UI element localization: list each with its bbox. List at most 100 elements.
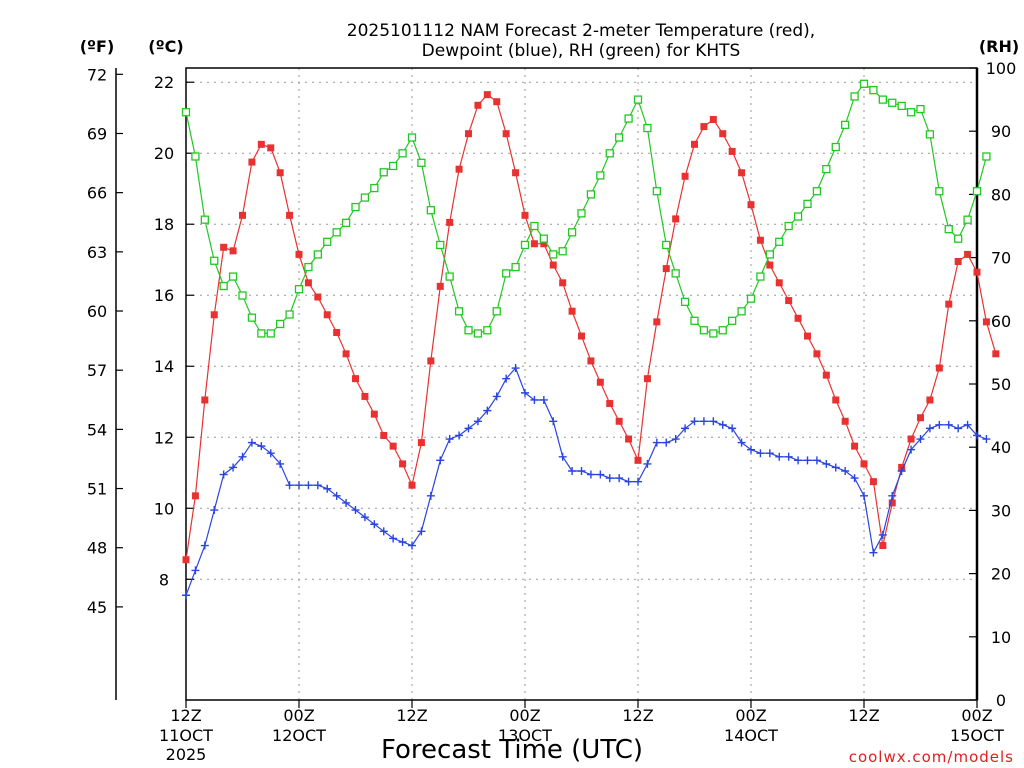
temperature-point — [888, 499, 896, 507]
rh-point — [285, 310, 294, 319]
rh-point — [699, 326, 709, 335]
temperature-point — [559, 279, 567, 287]
rh-unit-label: (RH) — [979, 37, 1019, 56]
x-tick-label: 12Z — [848, 706, 879, 725]
rh-tick-label: 100 — [986, 59, 1017, 78]
temperature-point — [945, 300, 953, 308]
temperature-point — [700, 123, 708, 131]
rh-point — [605, 149, 614, 158]
rh-point — [624, 114, 633, 123]
rh-point — [982, 152, 991, 161]
dewpoint-point — [671, 435, 680, 444]
dewpoint-point — [850, 474, 859, 483]
rh-point — [812, 187, 822, 196]
plot-frame — [185, 67, 978, 701]
rh-point — [737, 307, 746, 316]
temperature-point — [257, 140, 265, 148]
fahrenheit-tick-label: 54 — [87, 420, 107, 439]
dewpoint-point — [860, 491, 868, 500]
x-tick-year-label: 2025 — [166, 745, 207, 764]
dewpoint-point — [351, 506, 360, 515]
rh-point — [238, 291, 247, 300]
rh-tick-label: 10 — [991, 628, 1011, 647]
temperature-point — [427, 357, 435, 365]
rh-point — [784, 221, 793, 231]
rh-point — [841, 120, 850, 130]
rh-point — [210, 256, 219, 265]
rh-tick-label: 50 — [991, 375, 1011, 394]
dewpoint-point — [521, 388, 529, 397]
credit-label: coolwx.com/models — [849, 748, 1014, 766]
rh-point — [775, 237, 784, 246]
fahrenheit-tick-label: 69 — [87, 124, 107, 143]
dewpoint-point — [257, 442, 266, 451]
temperature-point — [587, 357, 595, 365]
dewpoint-point — [756, 449, 765, 458]
rh-point — [963, 215, 972, 224]
dewpoint-point — [709, 417, 718, 426]
dewpoint-point — [295, 481, 303, 490]
x-tick-label: 00Z — [961, 706, 992, 725]
temperature-point — [474, 101, 482, 109]
temperature-point — [333, 329, 341, 337]
temperature-point — [455, 165, 463, 173]
dewpoint-point — [408, 541, 416, 550]
dewpoint-point — [370, 520, 379, 529]
temperature-point — [822, 371, 830, 379]
rh-point — [558, 247, 567, 256]
rh-tick-label: 0 — [996, 691, 1006, 710]
dewpoint-point — [765, 449, 774, 458]
dewpoint-point — [954, 424, 963, 433]
dewpoint-point — [577, 466, 586, 475]
temperature-point — [804, 332, 811, 340]
rh-point — [972, 187, 982, 196]
dewpoint-point — [878, 530, 887, 539]
dewpoint-point — [728, 424, 737, 433]
rh-point — [379, 168, 388, 177]
rh-point — [454, 307, 464, 316]
rh-point — [577, 209, 586, 218]
fahrenheit-tick-label: 48 — [87, 539, 107, 558]
rh-point — [586, 190, 596, 199]
dewpoint-point — [502, 374, 511, 383]
rh-point — [511, 262, 520, 272]
dewpoint-point — [558, 452, 567, 461]
temperature-point — [766, 261, 774, 269]
fahrenheit-tick-label: 57 — [87, 361, 107, 380]
rh-point — [897, 101, 906, 111]
rh-point — [878, 95, 887, 104]
rh-point — [746, 294, 756, 303]
rh-point — [935, 187, 944, 196]
temperature-point — [756, 236, 764, 244]
temperature-point — [191, 492, 199, 500]
temperature-point — [879, 542, 887, 550]
dewpoint-point — [605, 474, 614, 483]
celsius-tick-label: 14 — [154, 357, 174, 376]
rh-tick-label: 20 — [991, 565, 1011, 584]
rh-point — [803, 199, 812, 209]
rh-point — [341, 218, 351, 227]
rh-point — [200, 215, 209, 224]
temperature-point — [229, 247, 237, 255]
temperature-point — [794, 314, 802, 322]
dewpoint-point — [511, 364, 520, 373]
dewpoint-point — [238, 452, 247, 461]
dewpoint-point — [925, 424, 934, 433]
temperature-point — [408, 481, 416, 489]
temperature-series — [182, 91, 1000, 564]
axes — [115, 67, 979, 708]
x-tick-label: 12Z — [396, 706, 427, 725]
dewpoint-point — [530, 395, 539, 404]
dewpoint-point — [690, 417, 699, 426]
x-tick-date-label: 11OCT — [159, 726, 213, 745]
rh-point — [859, 79, 869, 88]
dewpoint-point — [897, 466, 906, 475]
dewpoint-point — [652, 438, 661, 447]
dewpoint-point — [445, 435, 454, 444]
x-tick-label: 00Z — [509, 706, 540, 725]
temperature-point — [832, 396, 840, 404]
chart-title-block: 2025101112 NAM Forecast 2-meter Temperat… — [347, 21, 815, 61]
dewpoint-point — [916, 435, 925, 444]
temperature-point — [860, 460, 868, 468]
dewpoint-point — [379, 527, 388, 536]
